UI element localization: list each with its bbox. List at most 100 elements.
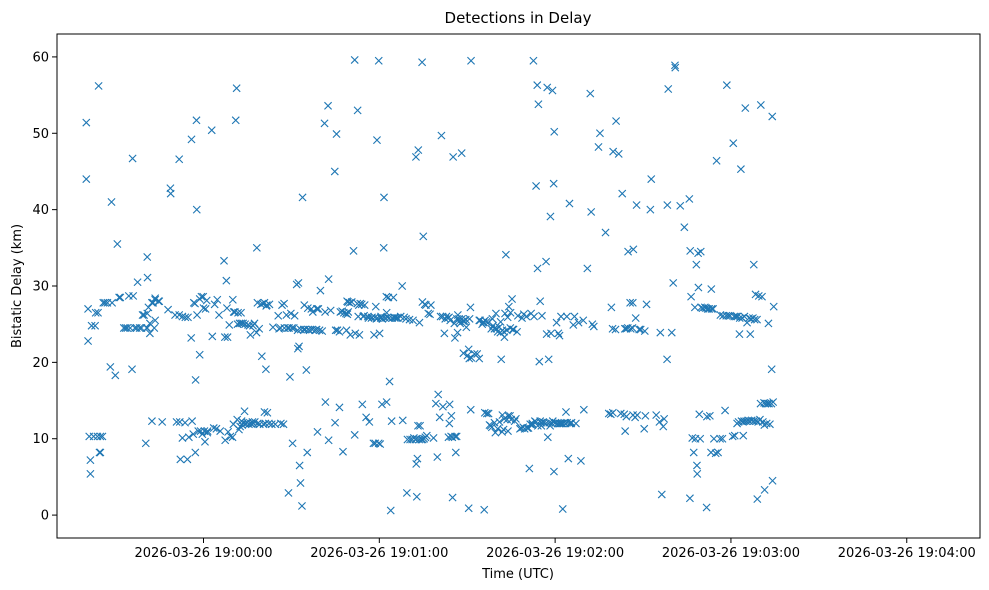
data-point-marker [549, 179, 558, 188]
data-point-marker [500, 333, 509, 342]
data-point-marker [324, 101, 333, 110]
x-tick-label: 2026-03-26 19:02:00 [486, 546, 624, 561]
data-point-marker [728, 432, 737, 441]
data-point-marker [378, 314, 387, 323]
data-point-marker [562, 312, 571, 321]
data-point-marker [107, 198, 116, 206]
data-point-marker [338, 447, 347, 456]
data-point-marker [426, 310, 434, 319]
data-point-marker [652, 411, 661, 420]
data-point-marker [261, 419, 270, 428]
data-point-marker [294, 278, 303, 287]
data-point-marker [513, 327, 522, 336]
data-point-marker [533, 81, 542, 90]
y-tick-label: 30 [32, 280, 49, 295]
data-point-marker [491, 428, 500, 437]
data-point-marker [330, 167, 339, 176]
data-point-marker [445, 400, 454, 409]
data-point-marker [84, 304, 93, 313]
data-point-marker [316, 286, 325, 295]
data-point-marker [320, 119, 329, 128]
data-point-marker [261, 365, 270, 374]
data-point-marker [532, 181, 541, 190]
data-point-marker [249, 321, 258, 330]
x-axis: 2026-03-26 19:00:00 2026-03-26 19:01:00 20… [134, 538, 976, 561]
data-point-marker [184, 433, 193, 442]
data-point-marker [552, 318, 561, 327]
data-point-marker [583, 264, 592, 273]
data-point-marker [203, 427, 212, 436]
data-point-marker [228, 433, 237, 442]
data-point-marker [624, 247, 633, 256]
data-point-marker [171, 311, 180, 320]
data-point-marker [199, 304, 208, 313]
data-point-marker [101, 298, 110, 307]
data-point-marker [587, 207, 596, 216]
data-point-marker [487, 423, 496, 432]
data-point-marker [504, 302, 513, 311]
y-tick-label: 20 [32, 356, 49, 371]
data-point-marker [716, 434, 725, 443]
data-point-marker [154, 297, 163, 306]
data-point-marker [232, 84, 241, 93]
data-point-marker [571, 419, 580, 428]
data-point-marker [688, 433, 697, 442]
data-point-marker [260, 408, 269, 416]
data-point-marker [166, 189, 175, 198]
data-point-marker [335, 327, 344, 336]
data-point-marker [314, 304, 323, 313]
data-point-marker [730, 431, 739, 440]
data-point-marker [626, 298, 635, 307]
data-point-marker [376, 440, 385, 449]
data-point-marker [449, 152, 458, 161]
data-point-marker [508, 294, 517, 303]
data-point-marker [753, 315, 762, 324]
y-tick-label: 60 [32, 50, 49, 65]
data-point-marker [647, 175, 656, 184]
data-point-marker [696, 247, 705, 256]
data-point-marker [414, 146, 423, 155]
data-point-marker [508, 325, 517, 334]
data-point-marker [200, 437, 209, 446]
data-point-marker [642, 300, 651, 309]
data-point-marker [231, 116, 240, 125]
data-point-marker [264, 419, 273, 428]
data-point-marker [357, 300, 366, 309]
data-point-marker [549, 467, 558, 476]
data-point-marker [746, 330, 755, 339]
data-point-marker [547, 329, 556, 338]
data-point-marker [263, 408, 272, 417]
data-point-marker [618, 189, 627, 198]
data-point-marker [360, 301, 369, 310]
plot-frame [56, 33, 981, 539]
data-point-marker [536, 297, 545, 306]
data-point-marker [257, 352, 266, 361]
data-point-marker [371, 302, 380, 311]
x-tick-label: 2026-03-26 19:01:00 [310, 546, 448, 561]
data-point-marker [542, 257, 551, 266]
data-point-marker [123, 324, 132, 332]
data-point-marker [197, 292, 206, 301]
data-point-marker [375, 329, 384, 338]
data-point-marker [707, 285, 716, 294]
data-point-marker [324, 436, 333, 445]
data-point-marker [435, 413, 444, 422]
data-point-marker [276, 324, 285, 332]
data-point-marker [377, 400, 386, 409]
data-point-marker [608, 408, 617, 417]
data-point-marker [193, 311, 202, 320]
data-point-marker [228, 295, 237, 304]
data-point-marker [497, 355, 506, 364]
data-point-marker [760, 485, 769, 494]
data-point-marker [332, 130, 341, 139]
data-point-marker [464, 504, 473, 513]
data-point-marker [279, 420, 288, 429]
data-point-marker [636, 325, 645, 334]
data-point-marker [692, 260, 701, 269]
data-point-marker [89, 432, 98, 441]
data-point-marker [436, 312, 445, 321]
data-point-marker [635, 325, 644, 334]
data-point-marker [448, 493, 457, 502]
data-point-marker [491, 309, 500, 318]
data-point-marker [611, 325, 620, 334]
